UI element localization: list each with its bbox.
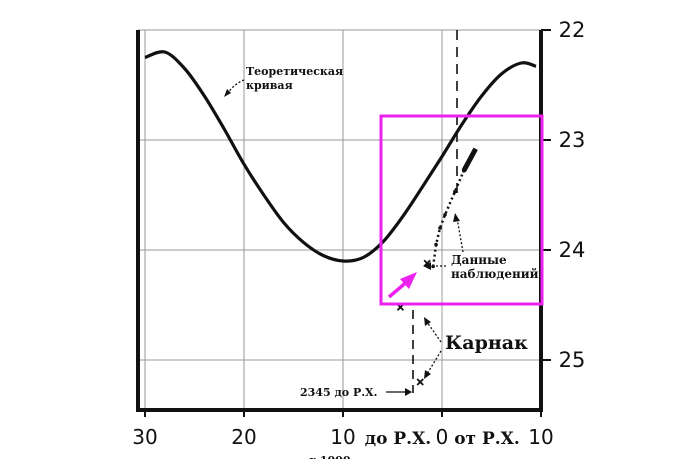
theoretical-curve-line	[144, 50, 537, 263]
data-leader	[456, 217, 464, 253]
karnak-leader-lower	[426, 350, 442, 375]
y-tick-label: 25	[559, 348, 586, 372]
x-axis-multiplier: x 1000	[309, 454, 350, 459]
observation-point	[453, 189, 457, 194]
y-tick-label: 22	[559, 18, 586, 42]
data-label-line1: Данные	[451, 253, 507, 267]
x-tick-label: 10	[528, 425, 553, 449]
x-tick-label: 10	[330, 425, 355, 449]
observation-point	[443, 213, 447, 217]
observation-point	[438, 226, 442, 230]
date-label: 2345 до Р.Х.	[300, 386, 377, 399]
observation-heavy-segment	[461, 147, 478, 172]
highlight-box	[379, 114, 544, 306]
x-tick-label: 0	[436, 425, 449, 449]
y-tick-label: 23	[559, 128, 586, 152]
x-side-label-before: до Р.Х.	[365, 429, 431, 449]
observation-point	[434, 242, 438, 247]
theory-leader	[227, 79, 245, 94]
observation-data-group	[396, 147, 478, 386]
karnak-marker	[416, 378, 424, 386]
highlight-arrowhead	[400, 272, 417, 289]
x-tick-label: 20	[231, 425, 256, 449]
theory-label-line2: кривая	[246, 79, 293, 92]
karnak-label: Карнак	[445, 332, 528, 354]
data-label-line2: наблюдений	[451, 267, 539, 281]
data-arrowhead-left	[423, 262, 431, 270]
x-tick-label: 30	[132, 425, 157, 449]
theory-label-line1: Теоретическая	[246, 65, 343, 78]
x-side-label-after: от Р.Х.	[454, 429, 520, 449]
tick-labels: 30 20 10 0 10 до Р.Х. от Р.Х. x 1000 22 23 24 25	[132, 18, 585, 459]
y-tick-label: 24	[559, 238, 586, 262]
karnak-arrowhead-upper	[424, 317, 431, 326]
data-arrowhead	[453, 213, 460, 222]
theory-arrowhead	[224, 89, 231, 97]
date-arrowhead	[405, 388, 412, 396]
karnak-leader-upper	[426, 321, 442, 343]
theoretical-curve-group	[144, 50, 537, 263]
karnak-arrowhead-lower	[424, 370, 431, 379]
karnak-cross-stroke	[416, 378, 424, 386]
